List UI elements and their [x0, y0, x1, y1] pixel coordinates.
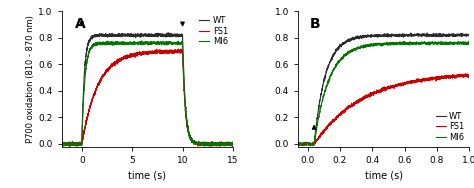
FS1 — [201, 143, 207, 146]
FS1 — [377, 90, 383, 92]
MI6 — [139, 40, 145, 42]
MI6 — [466, 42, 472, 44]
WT — [59, 142, 64, 144]
FS1 — [162, 51, 168, 53]
WT — [197, 145, 203, 147]
WT — [295, 143, 301, 145]
MI6 — [377, 43, 383, 45]
WT — [320, 85, 326, 87]
Line: MI6: MI6 — [62, 41, 233, 146]
WT — [162, 34, 168, 36]
X-axis label: time (s): time (s) — [365, 170, 402, 180]
WT — [301, 144, 306, 147]
MI6 — [109, 41, 115, 43]
FS1 — [466, 75, 472, 77]
MI6 — [221, 143, 227, 146]
MI6 — [217, 145, 223, 147]
FS1 — [221, 143, 227, 145]
FS1 — [374, 90, 380, 93]
FS1 — [371, 92, 376, 94]
FS1 — [313, 139, 319, 142]
MI6 — [201, 143, 207, 146]
FS1 — [117, 60, 123, 62]
MI6 — [374, 43, 380, 45]
WT — [230, 143, 236, 145]
WT — [117, 34, 123, 36]
MI6 — [320, 98, 326, 100]
Legend: WT, FS1, MI6: WT, FS1, MI6 — [435, 111, 465, 143]
WT — [109, 34, 115, 36]
FS1 — [320, 132, 326, 134]
WT — [424, 32, 430, 34]
Line: WT: WT — [298, 33, 469, 146]
Line: WT: WT — [62, 33, 233, 146]
MI6 — [295, 143, 301, 145]
Line: FS1: FS1 — [298, 74, 469, 146]
X-axis label: time (s): time (s) — [128, 170, 166, 180]
FS1 — [205, 143, 211, 145]
MI6 — [371, 43, 376, 45]
WT — [377, 34, 383, 36]
FS1 — [463, 73, 469, 75]
WT — [466, 34, 472, 36]
Line: FS1: FS1 — [62, 49, 233, 147]
MI6 — [162, 42, 168, 45]
FS1 — [178, 48, 184, 50]
MI6 — [465, 40, 471, 42]
MI6 — [395, 43, 401, 45]
FS1 — [59, 142, 64, 144]
WT — [313, 126, 319, 129]
MI6 — [117, 42, 123, 44]
Y-axis label: P700 oxidation (810 - 870 nm): P700 oxidation (810 - 870 nm) — [27, 15, 36, 143]
MI6 — [59, 143, 64, 146]
FS1 — [230, 143, 236, 145]
FS1 — [395, 84, 401, 86]
Text: A: A — [75, 17, 86, 31]
WT — [221, 142, 227, 144]
WT — [165, 32, 171, 34]
WT — [201, 143, 207, 145]
WT — [371, 35, 376, 37]
FS1 — [109, 64, 115, 66]
WT — [205, 144, 211, 146]
Legend: WT, FS1, MI6: WT, FS1, MI6 — [199, 15, 229, 47]
MI6 — [307, 144, 313, 147]
FS1 — [229, 146, 235, 148]
WT — [395, 34, 401, 37]
MI6 — [230, 143, 236, 146]
WT — [374, 36, 380, 38]
FS1 — [295, 143, 301, 145]
MI6 — [205, 144, 211, 146]
Line: MI6: MI6 — [298, 41, 469, 146]
Text: B: B — [310, 17, 320, 31]
FS1 — [310, 145, 316, 147]
MI6 — [313, 131, 319, 133]
